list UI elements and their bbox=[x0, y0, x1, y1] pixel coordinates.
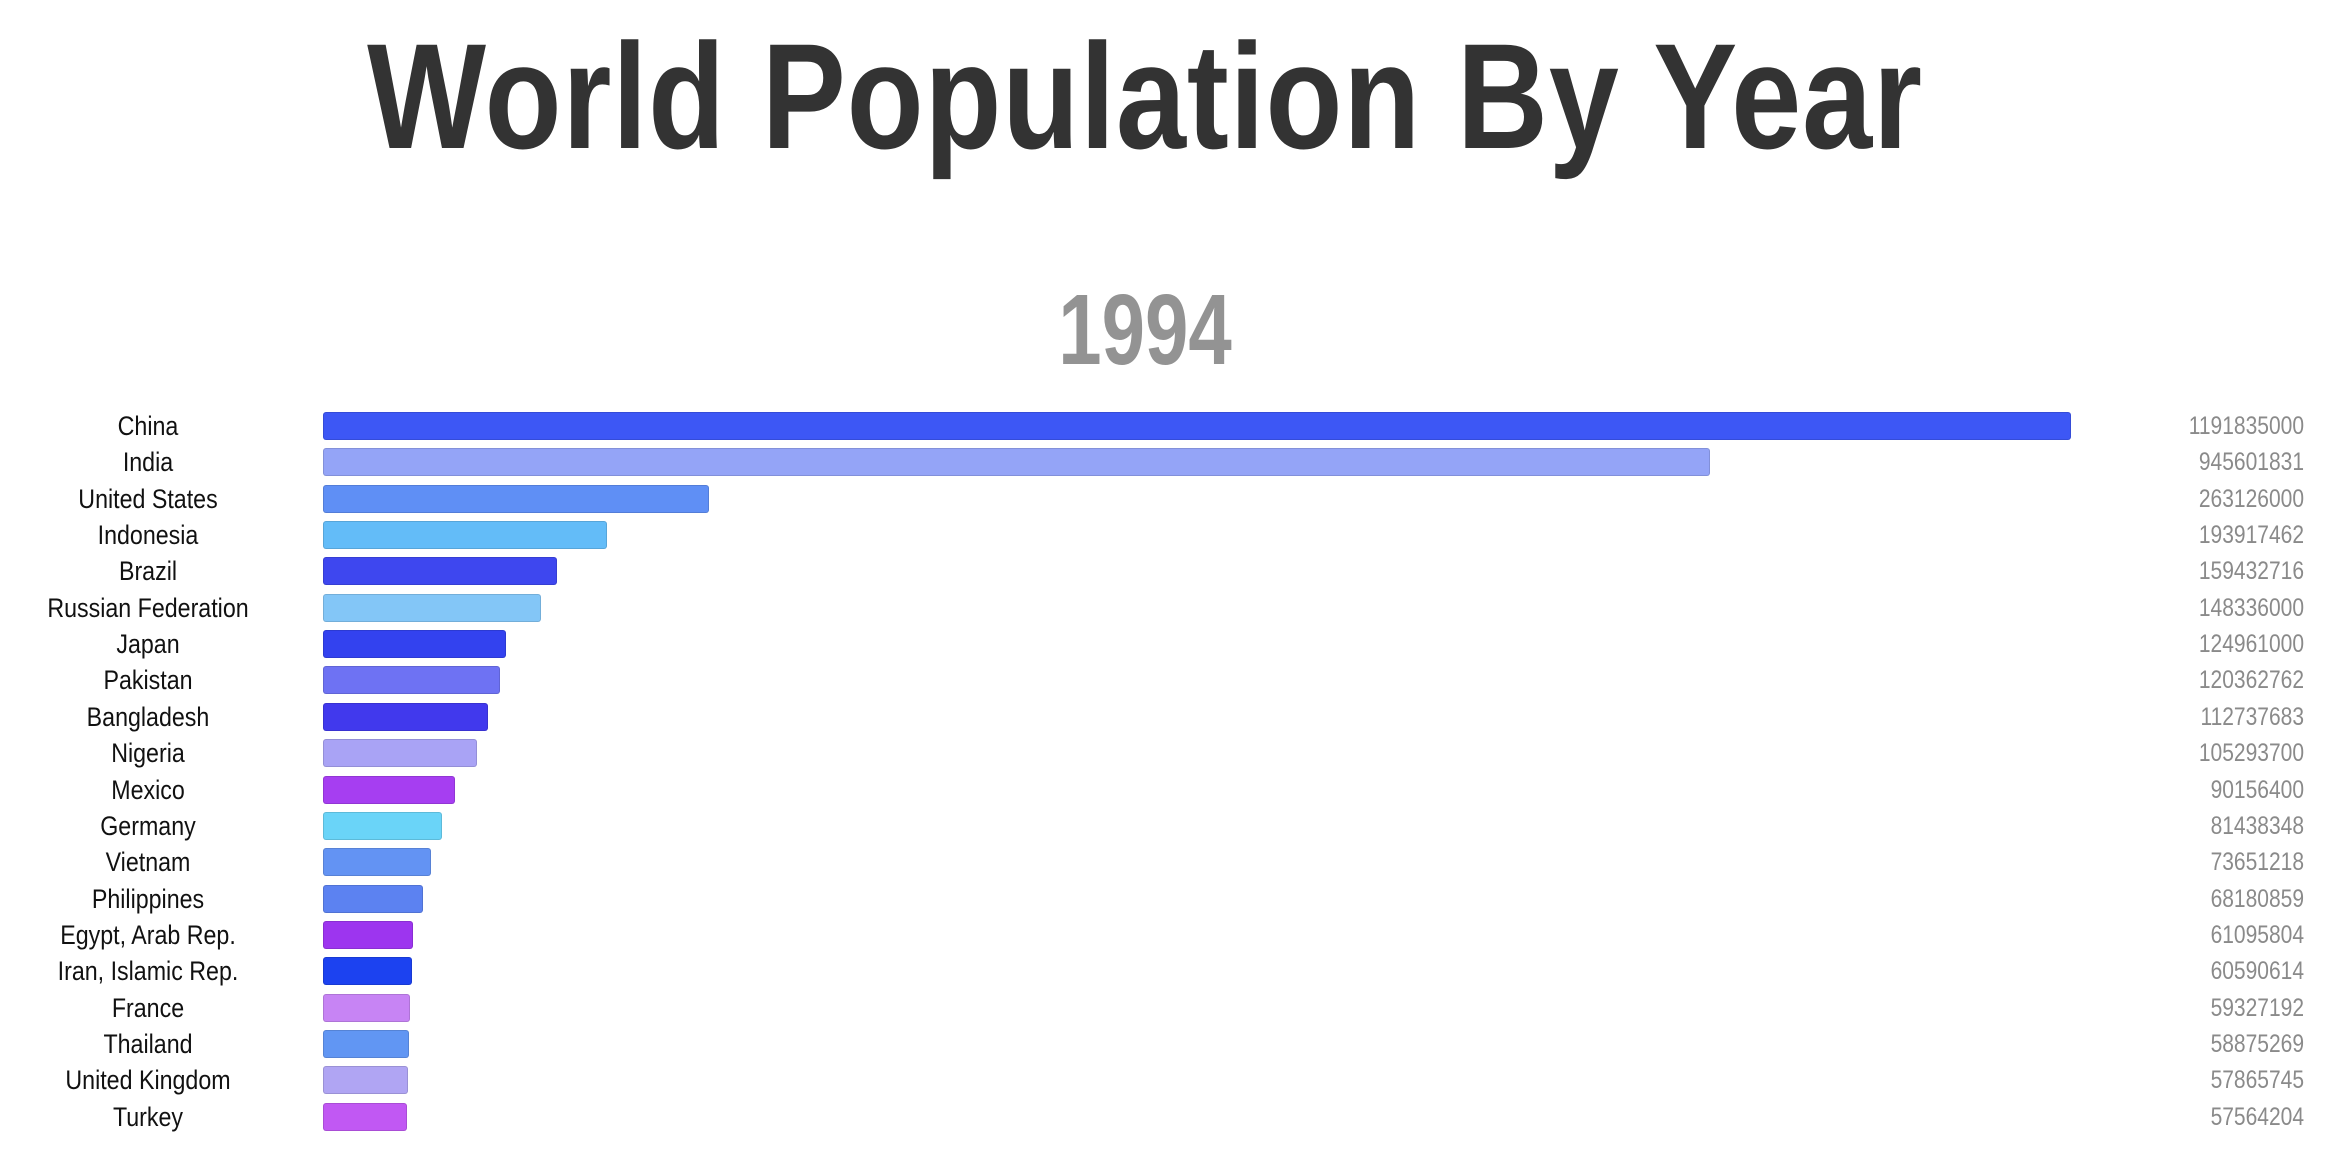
value-label: 1191835000 bbox=[2188, 412, 2304, 440]
bar bbox=[323, 630, 507, 659]
country-label: India bbox=[122, 447, 174, 478]
bar bbox=[323, 848, 432, 877]
bar bbox=[323, 666, 500, 695]
bar bbox=[323, 557, 557, 586]
value-label: 112737683 bbox=[2200, 702, 2304, 731]
country-label: Nigeria bbox=[111, 738, 185, 769]
country-label: United States bbox=[78, 483, 218, 514]
country-label: Russian Federation bbox=[47, 592, 249, 623]
value-label: 105293700 bbox=[2198, 739, 2304, 768]
bar bbox=[323, 412, 2071, 440]
country-label: Iran, Islamic Rep. bbox=[57, 956, 239, 987]
country-label: Egypt, Arab Rep. bbox=[60, 919, 236, 950]
value-label: 148336000 bbox=[2198, 593, 2304, 622]
bar bbox=[323, 1066, 408, 1095]
year-label: 1994 bbox=[1058, 274, 1232, 386]
value-label: 60590614 bbox=[2210, 957, 2304, 986]
country-label: Pakistan bbox=[103, 665, 193, 696]
value-label: 120362762 bbox=[2198, 666, 2304, 695]
value-label: 159432716 bbox=[2198, 557, 2304, 586]
country-label: Indonesia bbox=[97, 520, 199, 551]
country-label: Japan bbox=[116, 629, 180, 660]
country-label: Thailand bbox=[103, 1028, 193, 1059]
value-label: 68180859 bbox=[2210, 884, 2304, 913]
value-label: 57865745 bbox=[2210, 1066, 2304, 1095]
country-label: Turkey bbox=[112, 1101, 184, 1132]
country-label: United Kingdom bbox=[65, 1065, 231, 1096]
value-label: 124961000 bbox=[2198, 630, 2304, 659]
bar bbox=[323, 484, 709, 513]
bar bbox=[323, 593, 541, 622]
country-label: Philippines bbox=[91, 883, 205, 914]
value-label: 59327192 bbox=[2210, 993, 2304, 1022]
bar bbox=[323, 739, 478, 768]
value-label: 57564204 bbox=[2210, 1102, 2304, 1131]
country-label: Vietnam bbox=[105, 847, 191, 878]
country-label: China bbox=[117, 411, 179, 441]
value-label: 73651218 bbox=[2210, 848, 2304, 877]
value-label: 58875269 bbox=[2210, 1029, 2304, 1058]
value-label: 193917462 bbox=[2198, 521, 2304, 550]
country-label: Germany bbox=[100, 810, 196, 841]
bar bbox=[323, 811, 443, 840]
value-label: 90156400 bbox=[2210, 775, 2304, 804]
value-label: 945601831 bbox=[2198, 448, 2304, 477]
bar bbox=[323, 1029, 410, 1058]
bar bbox=[323, 521, 608, 550]
bar bbox=[323, 957, 412, 986]
bar bbox=[323, 702, 489, 731]
country-label: Brazil bbox=[118, 556, 178, 587]
value-label: 81438348 bbox=[2210, 811, 2304, 840]
bar bbox=[323, 448, 1710, 477]
bar bbox=[323, 884, 423, 913]
country-label: France bbox=[111, 992, 185, 1023]
value-label: 263126000 bbox=[2198, 484, 2304, 513]
chart-title: World Population By Year bbox=[367, 12, 1923, 180]
bar bbox=[323, 993, 410, 1022]
bar bbox=[323, 775, 456, 804]
value-label: 61095804 bbox=[2210, 920, 2304, 949]
bar bbox=[323, 920, 413, 949]
country-label: Mexico bbox=[111, 774, 185, 805]
country-label: Bangladesh bbox=[86, 701, 210, 732]
bar bbox=[323, 1102, 408, 1131]
